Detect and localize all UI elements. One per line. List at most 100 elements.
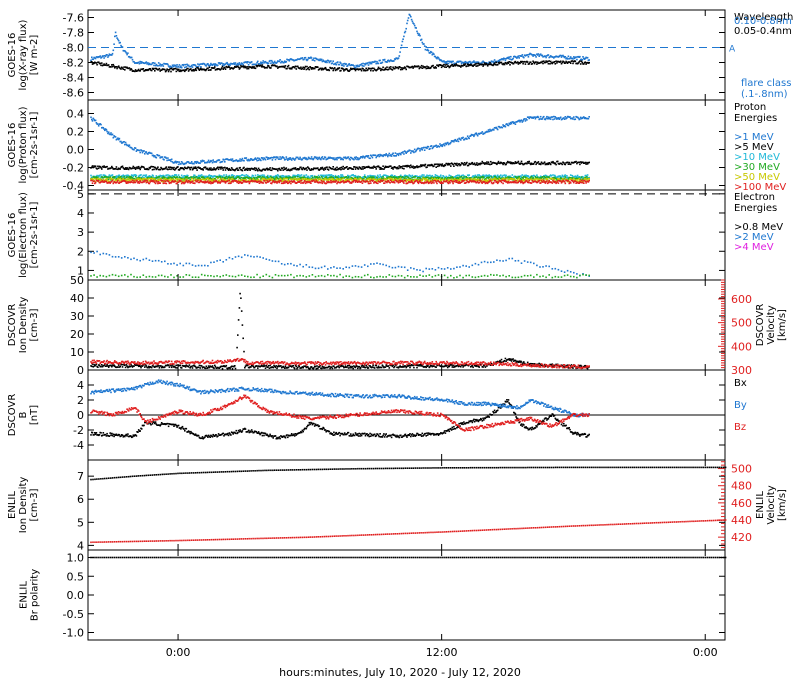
data-point: [583, 177, 586, 180]
data-point: [557, 56, 560, 58]
data-point: [118, 42, 121, 44]
data-point: [380, 69, 382, 72]
data-point: [150, 69, 153, 72]
data-point: [517, 120, 520, 122]
data-point: [241, 169, 244, 172]
data-point: [440, 165, 443, 167]
data-point: [516, 61, 519, 63]
data-point: [416, 30, 418, 33]
data-point: [116, 138, 118, 140]
data-point: [421, 149, 424, 151]
data-point: [349, 69, 351, 71]
data-point: [326, 180, 328, 183]
data-point: [384, 154, 387, 157]
data-point: [101, 56, 103, 59]
data-point: [498, 176, 500, 178]
data-point: [359, 176, 361, 178]
data-point: [516, 177, 519, 179]
data-point: [355, 179, 357, 182]
data-point: [476, 162, 478, 164]
data-point: [466, 138, 468, 140]
data-point: [197, 67, 199, 69]
data-point: [400, 67, 403, 69]
data-point: [552, 160, 554, 163]
data-point: [512, 57, 514, 60]
data-point: [505, 176, 507, 179]
data-point: [322, 178, 324, 181]
data-point: [325, 182, 327, 185]
data-point: [177, 161, 179, 163]
data-point: [237, 182, 240, 184]
data-point: [157, 176, 159, 178]
data-point: [322, 59, 324, 62]
data-point: [108, 53, 111, 55]
data-point: [199, 167, 201, 169]
data-point: [587, 178, 590, 180]
data-point: [382, 176, 384, 178]
data-point: [332, 166, 334, 168]
data-point: [483, 63, 485, 66]
data-point: [341, 64, 344, 67]
data-point: [200, 67, 202, 70]
data-point: [402, 38, 404, 40]
data-point: [257, 64, 260, 67]
data-point: [266, 167, 268, 170]
data-point: [200, 160, 203, 163]
data-point: [107, 182, 109, 184]
data-point: [563, 117, 565, 119]
data-point: [262, 182, 264, 184]
data-point: [372, 61, 374, 63]
data-point: [413, 24, 416, 27]
data-point: [195, 167, 198, 170]
data-point: [234, 63, 236, 66]
data-point: [399, 175, 401, 178]
data-point: [286, 67, 288, 70]
data-point: [253, 179, 255, 181]
data-point: [404, 178, 407, 181]
data-point: [194, 161, 197, 163]
data-point: [247, 64, 250, 66]
data-point: [417, 179, 420, 182]
data-point: [293, 176, 295, 178]
data-point: [212, 159, 214, 161]
data-point: [301, 67, 304, 70]
data-point: [301, 158, 304, 161]
data-point: [309, 169, 311, 171]
data-point: [396, 166, 399, 169]
data-point: [488, 176, 490, 179]
data-point: [264, 60, 267, 63]
data-point: [426, 174, 428, 177]
data-point: [434, 55, 437, 58]
data-point: [110, 66, 112, 68]
data-point: [332, 177, 334, 179]
data-point: [147, 168, 150, 171]
data-point: [110, 167, 112, 169]
data-point: [370, 155, 373, 157]
data-point: [94, 180, 97, 183]
data-point: [426, 176, 429, 179]
data-point: [307, 175, 310, 178]
data-point: [303, 181, 305, 183]
data-point: [303, 58, 305, 61]
data-point: [410, 164, 412, 167]
data-point: [432, 165, 434, 168]
data-point: [579, 176, 581, 178]
data-point: [177, 174, 180, 176]
data-point: [234, 176, 237, 178]
data-point: [302, 182, 304, 184]
data-point: [170, 158, 173, 161]
data-point: [187, 181, 189, 184]
data-point: [125, 52, 128, 54]
data-point: [402, 151, 404, 153]
data-point: [380, 177, 383, 179]
data-point: [220, 181, 222, 183]
data-point: [310, 169, 312, 171]
data-point: [449, 66, 451, 68]
data-point: [264, 178, 267, 181]
data-point: [579, 60, 581, 62]
data-point: [118, 182, 121, 184]
data-point: [214, 179, 216, 181]
data-point: [436, 163, 438, 165]
data-point: [383, 68, 386, 71]
data-point: [363, 156, 365, 158]
